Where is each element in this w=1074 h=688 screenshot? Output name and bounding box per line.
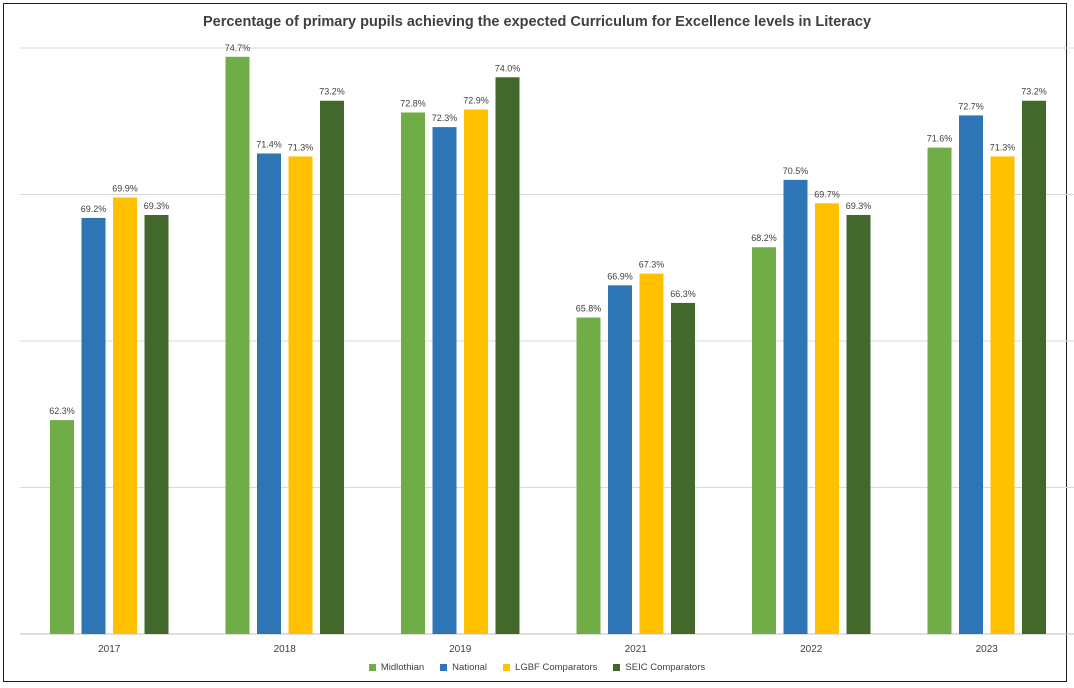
bar-midlothian xyxy=(752,247,776,635)
x-tick-label: 2021 xyxy=(625,644,648,655)
legend: Midlothian National LGBF Comparators SEIC C… xyxy=(0,662,1074,673)
bar-seic-comparators xyxy=(671,302,695,634)
bar-midlothian xyxy=(401,112,425,634)
x-tick-label: 2022 xyxy=(800,644,823,655)
legend-swatch xyxy=(613,664,621,671)
legend-swatch xyxy=(440,664,448,671)
data-label: 62.3% xyxy=(49,406,75,416)
data-label: 71.6% xyxy=(927,134,953,144)
legend-swatch xyxy=(368,664,376,671)
bar-seic-comparators xyxy=(495,77,520,635)
data-label: 66.3% xyxy=(670,289,696,299)
bar-lgbf-comparators xyxy=(990,156,1015,634)
legend-label: National xyxy=(452,662,488,673)
legend-label: Midlothian xyxy=(380,662,425,673)
x-tick-label: 2019 xyxy=(449,644,472,655)
data-label: 71.3% xyxy=(990,142,1016,152)
bar-national xyxy=(608,285,632,634)
legend-swatch xyxy=(503,664,511,671)
data-label: 71.4% xyxy=(256,139,282,149)
bar-seic-comparators xyxy=(320,100,344,635)
x-tick-label: 2018 xyxy=(274,644,297,655)
bar-lgbf-comparators xyxy=(288,156,313,634)
chart-title: Percentage of primary pupils achieving t… xyxy=(202,14,872,30)
data-label: 69.3% xyxy=(846,201,872,211)
bar-lgbf-comparators xyxy=(113,197,137,634)
data-label: 65.8% xyxy=(576,304,602,314)
data-label: 69.3% xyxy=(144,201,170,211)
bar-national xyxy=(783,179,808,634)
data-label: 70.5% xyxy=(783,166,809,176)
data-label: 71.3% xyxy=(288,142,314,152)
legend-item: Midlothian xyxy=(368,662,425,673)
legend-label: LGBF Comparators xyxy=(515,662,598,673)
bar-national xyxy=(959,115,983,634)
data-label: 69.2% xyxy=(81,204,107,214)
bar-midlothian xyxy=(50,420,74,634)
data-label: 72.7% xyxy=(958,101,984,111)
x-tick-label: 2023 xyxy=(976,644,999,655)
data-label: 74.0% xyxy=(495,63,521,73)
data-label: 67.3% xyxy=(639,260,665,270)
bar-lgbf-comparators xyxy=(815,203,839,635)
bar-midlothian xyxy=(576,317,601,634)
legend-item: National xyxy=(440,662,487,673)
data-label: 68.2% xyxy=(751,233,777,243)
bar-midlothian xyxy=(927,147,952,634)
bar-national xyxy=(257,153,281,635)
bar-midlothian xyxy=(225,56,250,635)
legend-label: SEIC Comparators xyxy=(625,662,706,673)
bar-national xyxy=(432,127,457,635)
data-label: 74.7% xyxy=(225,43,251,53)
data-label: 66.9% xyxy=(607,271,633,281)
data-label: 73.2% xyxy=(319,87,345,97)
legend-item: SEIC Comparators xyxy=(613,662,705,673)
data-label: 72.9% xyxy=(463,96,489,106)
bar-seic-comparators xyxy=(1022,100,1046,635)
data-label: 69.7% xyxy=(814,189,840,199)
bar-seic-comparators xyxy=(846,215,871,634)
bar-lgbf-comparators xyxy=(464,109,488,634)
bar-national xyxy=(81,217,106,634)
bar-seic-comparators xyxy=(144,215,169,634)
x-tick-label: 2017 xyxy=(98,644,121,655)
legend-item: LGBF Comparators xyxy=(503,662,597,673)
bar-lgbf-comparators xyxy=(639,273,664,634)
chart-frame xyxy=(3,3,1067,682)
data-label: 72.3% xyxy=(432,113,458,123)
data-label: 72.8% xyxy=(400,98,426,108)
data-label: 73.2% xyxy=(1021,87,1047,97)
data-label: 69.9% xyxy=(112,183,138,193)
